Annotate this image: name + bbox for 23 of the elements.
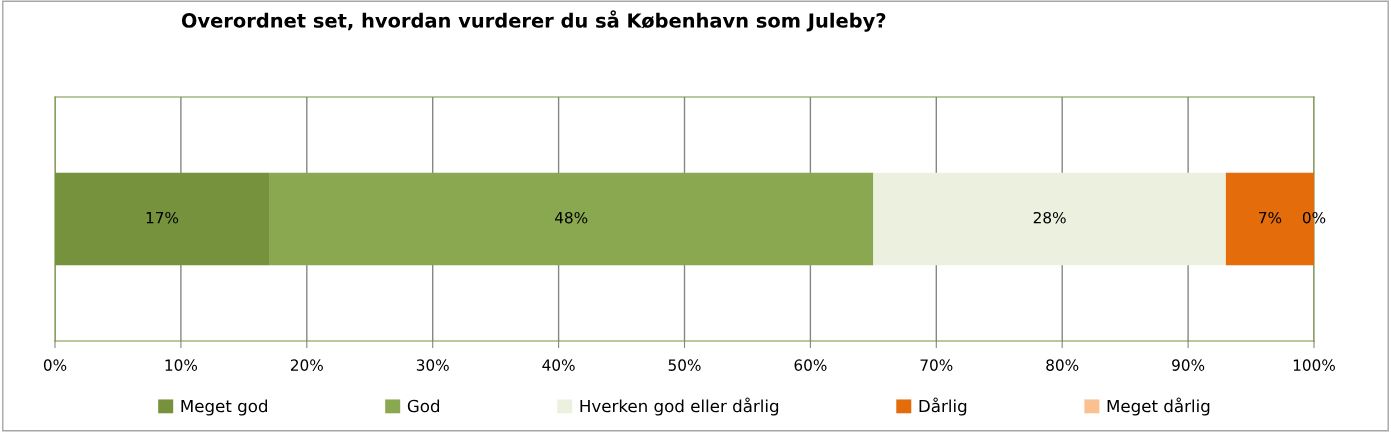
- x-tick-label: 0%: [43, 359, 67, 371]
- legend-label: Hverken god eller dårlig: [580, 397, 779, 416]
- legend-label: Dårlig: [919, 397, 967, 416]
- x-tick-label: 40%: [542, 359, 575, 371]
- data-label: 28%: [1033, 211, 1066, 224]
- legend-label: Meget dårlig: [1107, 397, 1210, 416]
- x-tick-label: 90%: [1172, 359, 1205, 371]
- x-tick-label: 50%: [668, 359, 701, 371]
- x-tick-label: 80%: [1046, 359, 1079, 371]
- x-tick-label: 70%: [920, 359, 953, 371]
- x-tick-label: 20%: [290, 359, 323, 371]
- data-label: 7%: [1259, 211, 1282, 224]
- data-label: 17%: [146, 211, 179, 224]
- x-tick-label: 30%: [416, 359, 449, 371]
- x-tick-label: 100%: [1293, 359, 1335, 371]
- bar: [269, 172, 874, 266]
- x-tick-label: 10%: [165, 359, 198, 371]
- legend-label: God: [407, 399, 440, 413]
- legend-label: Meget god: [181, 399, 267, 416]
- chart-title: Overordnet set, hvordan vurderer du så København som Juleby?: [181, 10, 886, 32]
- x-tick-label: 60%: [794, 359, 827, 371]
- bar: [873, 172, 1226, 266]
- data-label: 48%: [554, 211, 588, 224]
